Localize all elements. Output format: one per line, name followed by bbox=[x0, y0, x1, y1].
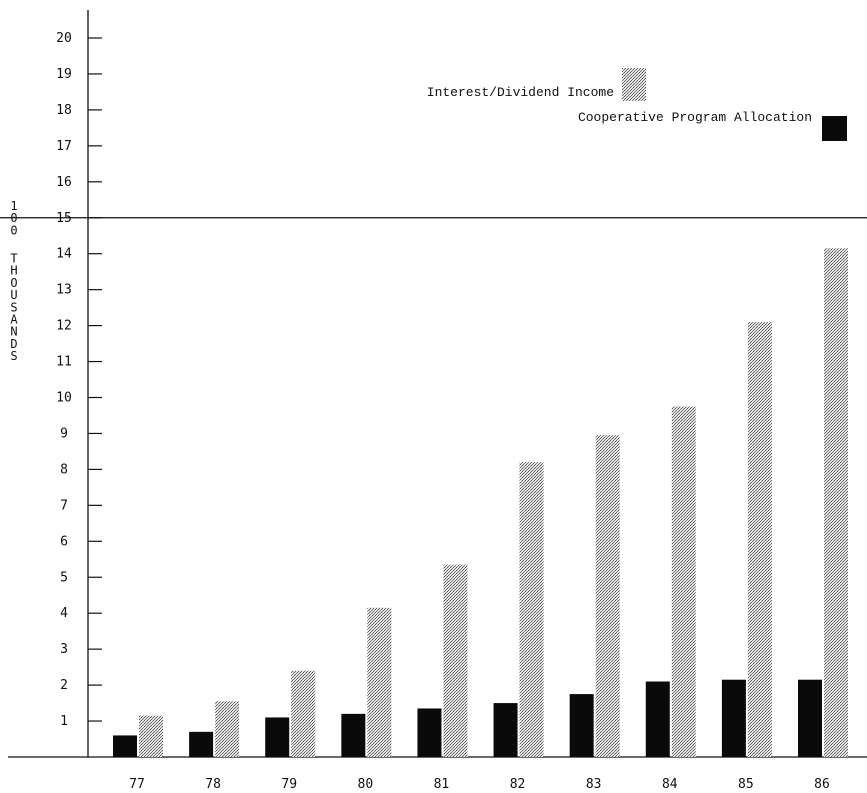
y-tick-label: 14 bbox=[56, 247, 72, 262]
x-tick-label: 79 bbox=[281, 777, 297, 792]
x-tick-label: 83 bbox=[586, 777, 602, 792]
y-axis-label-char: 0 bbox=[10, 223, 17, 237]
legend-label-interest: Interest/Dividend Income bbox=[427, 85, 614, 100]
y-axis-label-char: T bbox=[10, 251, 17, 265]
bar-interest-84 bbox=[671, 406, 696, 757]
y-axis-label-char: S bbox=[10, 300, 17, 314]
bar-cooperative-86 bbox=[798, 679, 822, 757]
legend-swatch-cooperative bbox=[822, 116, 847, 141]
legend: Interest/Dividend Income Cooperative Pro… bbox=[427, 68, 847, 141]
x-tick-label: 84 bbox=[662, 777, 678, 792]
x-tick-label: 81 bbox=[434, 777, 450, 792]
bar-cooperative-81 bbox=[417, 708, 442, 757]
bar-cooperative-82 bbox=[493, 703, 518, 757]
x-tick-label: 78 bbox=[205, 777, 221, 792]
legend-label-cooperative: Cooperative Program Allocation bbox=[578, 110, 812, 125]
y-axis-label-char: U bbox=[10, 288, 17, 302]
bar-interest-86 bbox=[824, 248, 848, 757]
bar-interest-80 bbox=[367, 607, 392, 757]
x-tick-label: 80 bbox=[358, 777, 374, 792]
bar-cooperative-78 bbox=[189, 731, 214, 757]
y-tick-label: 2 bbox=[60, 678, 68, 693]
bar-interest-83 bbox=[595, 435, 620, 757]
y-axis-label-char: D bbox=[10, 337, 17, 351]
y-tick-label: 3 bbox=[60, 642, 68, 657]
bar-cooperative-79 bbox=[265, 717, 290, 757]
y-tick-label: 11 bbox=[56, 355, 72, 370]
y-axis-label-char: S bbox=[10, 349, 17, 363]
y-axis-label-char: 1 bbox=[10, 199, 17, 213]
bar-cooperative-83 bbox=[569, 694, 594, 757]
bars bbox=[113, 248, 848, 757]
x-tick-label: 86 bbox=[814, 777, 830, 792]
bar-cooperative-80 bbox=[341, 713, 366, 757]
y-axis-label-char: H bbox=[10, 264, 17, 278]
y-tick-label: 7 bbox=[60, 498, 68, 513]
bar-cooperative-77 bbox=[113, 735, 137, 757]
bar-interest-78 bbox=[215, 701, 240, 757]
bar-cooperative-85 bbox=[721, 679, 746, 757]
legend-swatch-interest bbox=[622, 68, 646, 101]
bar-cooperative-84 bbox=[645, 681, 670, 757]
y-tick-label: 20 bbox=[56, 31, 72, 46]
y-tick-label: 12 bbox=[56, 319, 72, 334]
y-tick-label: 16 bbox=[56, 175, 72, 190]
y-tick-label: 4 bbox=[60, 606, 68, 621]
bar-interest-81 bbox=[443, 564, 468, 757]
y-tick-label: 19 bbox=[56, 67, 72, 82]
y-tick-label: 6 bbox=[60, 534, 68, 549]
y-axis-label-char: O bbox=[10, 276, 17, 290]
y-tick-label: 18 bbox=[56, 103, 72, 118]
bar-interest-85 bbox=[747, 322, 772, 757]
y-axis-label-char: 0 bbox=[10, 211, 17, 225]
y-axis-label-char: A bbox=[10, 312, 18, 326]
x-tick-label: 85 bbox=[738, 777, 754, 792]
y-tick-label: 17 bbox=[56, 139, 72, 154]
y-axis-label-char: N bbox=[10, 325, 17, 339]
x-tick-labels: 77 78 79 80 81 82 83 84 85 86 bbox=[129, 777, 830, 792]
bar-interest-79 bbox=[291, 670, 316, 757]
y-tick-label: 15 bbox=[56, 211, 72, 226]
x-tick-label: 82 bbox=[510, 777, 526, 792]
y-tick-label: 10 bbox=[56, 391, 72, 406]
y-tick-label: 5 bbox=[60, 570, 68, 585]
y-tick-label: 13 bbox=[56, 283, 72, 298]
x-tick-label: 77 bbox=[129, 777, 145, 792]
y-tick-label: 8 bbox=[60, 462, 68, 477]
bar-interest-77 bbox=[139, 715, 163, 757]
y-tick-label: 9 bbox=[60, 426, 68, 441]
bar-interest-82 bbox=[519, 462, 544, 757]
y-tick-label: 1 bbox=[60, 714, 68, 729]
